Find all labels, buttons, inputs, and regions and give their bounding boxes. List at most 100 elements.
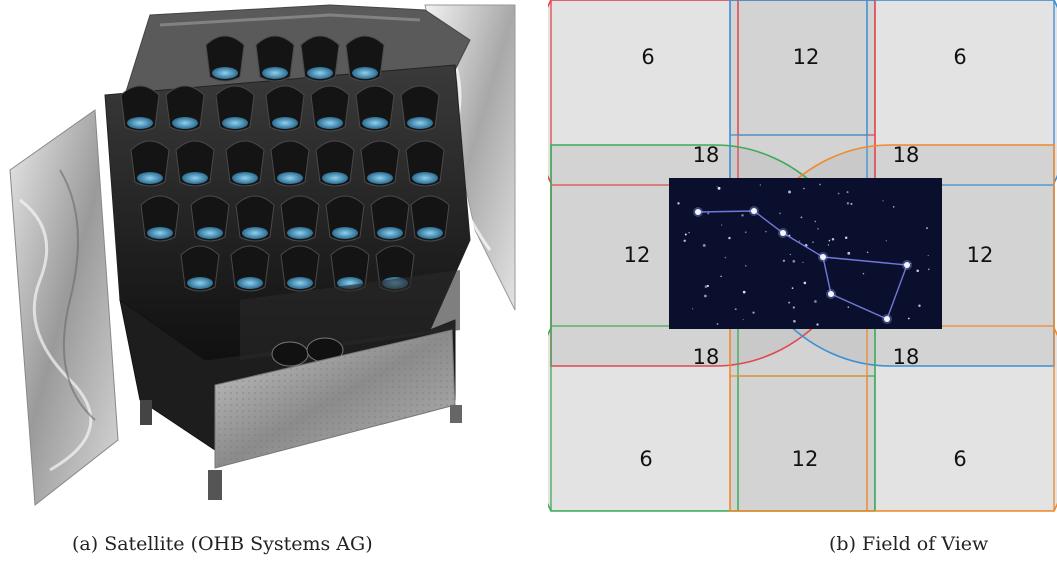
star [814,220,817,223]
satellite-illustration [9,4,516,506]
camera-lens [287,277,313,289]
camera-lens [377,227,403,239]
star [688,231,690,234]
camera-lens [172,117,198,129]
camera-lens [307,67,333,79]
star [828,239,831,242]
star [677,202,680,205]
star [799,240,801,242]
constellation-star [884,316,890,322]
constellation-star [904,262,910,268]
star [742,319,744,321]
star [816,323,819,326]
star [724,256,727,259]
star [716,185,718,188]
star [814,300,817,303]
star [885,240,887,242]
label-mid-right: 12 [967,243,994,267]
star [918,304,921,308]
star [817,228,819,230]
star [792,306,795,309]
camera-lens [367,172,393,184]
star [846,191,849,194]
star [793,319,796,323]
star [702,243,706,247]
caption-field-of-view: (b) Field of View [829,533,989,555]
camera-lens [332,227,358,239]
star [892,206,895,208]
star [803,187,805,190]
star [683,239,686,242]
camera-lens [362,117,388,129]
star [792,259,796,263]
constellation-star [780,230,786,236]
star [907,317,910,320]
star [788,301,791,304]
camera-lens [262,67,288,79]
star [803,281,807,285]
camera-array [120,35,450,292]
star [910,262,912,265]
camera-lens [417,227,443,239]
star [742,290,746,294]
star [704,294,707,298]
overlap-labels: 6 12 6 18 18 12 12 18 18 6 12 6 [624,45,994,471]
star [926,227,928,230]
star [734,308,737,311]
caption-satellite: (a) Satellite (OHB Systems AG) [72,533,373,555]
label-lower-right: 18 [893,345,920,369]
camera-lens [197,227,223,239]
constellation-star [751,208,757,214]
constellation-lines [697,210,908,320]
label-top-center: 12 [793,45,820,69]
label-top-right: 6 [953,45,966,69]
label-top-left: 6 [641,45,654,69]
camera-lens [412,172,438,184]
camera-lens [352,67,378,79]
star [819,183,821,186]
camera-lens [222,117,248,129]
star [847,251,851,255]
label-mid-left: 12 [624,243,651,267]
star [916,269,920,273]
star [728,236,731,240]
star-tracker [271,341,309,367]
star [791,287,794,289]
field-of-view-diagram: 6 12 6 18 18 12 12 18 18 6 12 6 [528,0,1057,512]
camera-lens [212,67,238,79]
star [765,231,767,233]
star [692,308,694,310]
star [847,306,850,308]
constellation-star [828,291,834,297]
star [704,285,708,288]
camera-lens [272,117,298,129]
star [862,272,865,275]
constellation-star [820,254,826,260]
star [846,202,850,205]
star [802,261,804,263]
star [717,186,721,190]
star [850,202,853,205]
star [744,231,747,233]
sky-image [669,178,942,329]
star [706,284,709,288]
camera-lens [407,117,433,129]
star [745,265,747,267]
camera-lens [147,227,173,239]
star [866,251,869,254]
label-lower-left: 18 [693,345,720,369]
satellite-panel: (a) Satellite (OHB Systems AG) [0,0,520,561]
label-bottom-center: 12 [792,447,819,471]
camera-lens [232,172,258,184]
camera-lens [127,117,153,129]
label-upper-right: 18 [893,143,920,167]
star [721,224,723,226]
star [844,236,848,240]
star [800,216,803,219]
star [812,241,814,243]
star [927,255,929,257]
star [741,214,744,217]
star [720,275,722,278]
label-bottom-right: 6 [953,447,966,471]
star [716,322,719,325]
